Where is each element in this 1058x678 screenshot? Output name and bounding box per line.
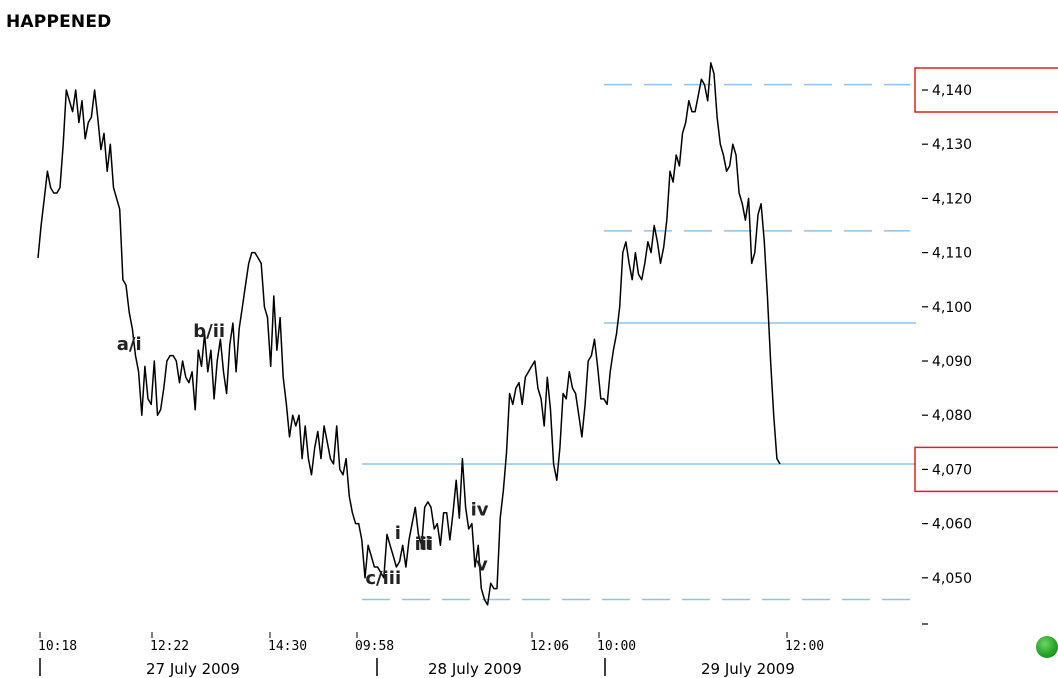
price-line: [38, 63, 780, 605]
y-tick-label: 4,070: [932, 462, 972, 478]
y-tick-label: 4,100: [932, 300, 972, 316]
y-tick-label: 4,130: [932, 137, 972, 153]
x-tick-label: 10:00: [597, 639, 636, 654]
x-tick-label: 12:00: [785, 639, 824, 654]
y-axis: 4,140 4,130 4,120 4,110 4,100 4,090 4,080 4,070…: [915, 68, 1058, 624]
date-label: 28 July 2009: [428, 660, 522, 678]
date-label: 29 July 2009: [701, 660, 795, 678]
x-tick-label: 14:30: [268, 639, 307, 654]
wave-label: iii: [415, 534, 434, 555]
wave-label: b/ii: [193, 321, 225, 342]
wave-label: iv: [471, 499, 489, 520]
wave-label: a/i: [117, 334, 142, 355]
x-tick-label: 09:58: [355, 639, 394, 654]
wave-label: c/iii: [365, 568, 401, 589]
green-dot-icon[interactable]: [1036, 636, 1058, 658]
x-tick-label: 12:06: [530, 639, 569, 654]
y-tick-label: 4,120: [932, 191, 972, 207]
y-tick-label: 4,090: [932, 354, 972, 370]
y-tick-label: 4,060: [932, 517, 972, 533]
x-tick-label: 12:22: [150, 639, 189, 654]
wave-label: i: [395, 523, 401, 544]
fibonacci-levels: [362, 85, 916, 600]
wave-label: v: [476, 555, 488, 576]
x-tick-label: 10:18: [38, 639, 77, 654]
y-tick-label: 4,050: [932, 571, 972, 587]
x-axis: 10:18 12:22 14:30 09:58 12:06 10:00 12:00 27 Ju…: [38, 632, 824, 678]
y-tick-label: 4,110: [932, 246, 972, 262]
y-tick-label: 4,080: [932, 408, 972, 424]
y-tick-label: 4,140: [932, 83, 972, 99]
date-label: 27 July 2009: [146, 660, 240, 678]
